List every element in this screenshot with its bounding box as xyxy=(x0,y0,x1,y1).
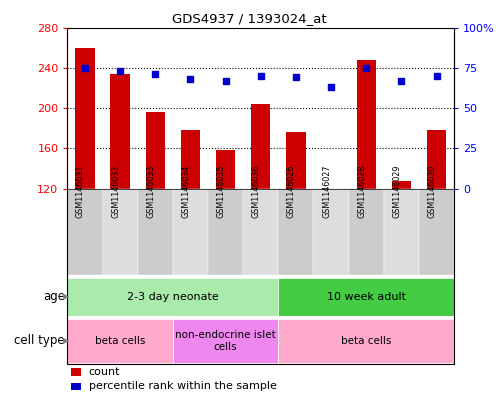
Point xyxy=(222,77,230,84)
Bar xyxy=(216,151,235,189)
Text: GSM1146035: GSM1146035 xyxy=(217,165,226,218)
Bar xyxy=(392,180,411,189)
Point xyxy=(151,71,159,77)
Text: percentile rank within the sample: percentile rank within the sample xyxy=(89,381,276,391)
Bar xyxy=(278,278,454,316)
Bar xyxy=(419,189,454,275)
Bar xyxy=(251,104,270,189)
Bar xyxy=(67,278,278,316)
Bar xyxy=(243,189,278,275)
Point xyxy=(433,73,441,79)
Text: GSM1146030: GSM1146030 xyxy=(428,165,437,218)
Text: GSM1146026: GSM1146026 xyxy=(287,165,296,218)
Bar xyxy=(286,132,305,189)
Bar xyxy=(427,130,446,189)
Bar xyxy=(278,189,313,275)
Point xyxy=(362,64,370,71)
Bar xyxy=(138,189,173,275)
Text: GSM1146034: GSM1146034 xyxy=(182,165,191,218)
Bar xyxy=(173,319,278,363)
Bar xyxy=(278,319,454,363)
Text: GSM1146031: GSM1146031 xyxy=(76,165,85,218)
Text: beta cells: beta cells xyxy=(341,336,391,346)
Point xyxy=(256,73,264,79)
Text: GSM1146027: GSM1146027 xyxy=(322,165,331,218)
Bar xyxy=(356,60,376,189)
Bar xyxy=(173,189,208,275)
Bar xyxy=(181,130,200,189)
Text: 2-3 day neonate: 2-3 day neonate xyxy=(127,292,219,302)
Bar xyxy=(71,382,81,390)
Text: GDS4937 / 1393024_at: GDS4937 / 1393024_at xyxy=(172,12,327,25)
Text: GSM1146029: GSM1146029 xyxy=(392,165,401,218)
Text: GSM1146028: GSM1146028 xyxy=(357,165,366,218)
Text: count: count xyxy=(89,367,120,377)
Text: 10 week adult: 10 week adult xyxy=(327,292,406,302)
Bar xyxy=(208,189,243,275)
Point xyxy=(292,74,300,81)
Point xyxy=(187,76,195,82)
Point xyxy=(397,77,405,84)
Point xyxy=(327,84,335,90)
Text: GSM1146032: GSM1146032 xyxy=(111,165,120,218)
Point xyxy=(116,68,124,74)
Text: age: age xyxy=(43,290,65,303)
Bar xyxy=(67,319,173,363)
Bar xyxy=(67,189,102,275)
Text: non-endocrine islet
cells: non-endocrine islet cells xyxy=(175,330,276,352)
Text: cell type: cell type xyxy=(14,334,65,347)
Bar xyxy=(146,112,165,189)
Bar xyxy=(313,189,349,275)
Bar xyxy=(384,189,419,275)
Bar xyxy=(321,189,341,190)
Bar xyxy=(102,189,138,275)
Text: GSM1146033: GSM1146033 xyxy=(146,165,155,218)
Bar xyxy=(110,74,130,189)
Bar xyxy=(71,368,81,376)
Bar xyxy=(349,189,384,275)
Point xyxy=(81,64,89,71)
Text: beta cells: beta cells xyxy=(95,336,145,346)
Bar xyxy=(75,48,95,189)
Text: GSM1146036: GSM1146036 xyxy=(251,165,260,218)
